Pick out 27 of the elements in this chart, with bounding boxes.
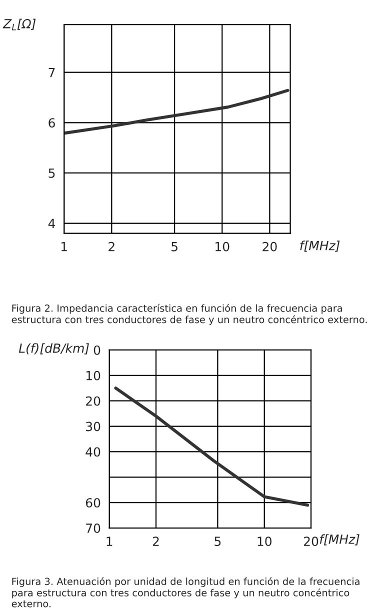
y-tick-label: 4 [48, 218, 56, 228]
y-tick-label: 60 [86, 498, 100, 508]
y-axis-title: L(f)[dB/km] [18, 343, 89, 354]
y-tick-label: 30 [86, 422, 100, 432]
y-tick-label: 0 [94, 345, 100, 355]
y-tick-label: 10 [86, 370, 100, 380]
x-tick-label: 1 [61, 242, 67, 252]
x-tick-label: 2 [152, 536, 159, 546]
y-tick-label: 6 [48, 118, 55, 128]
y-axis-title: Z$_{L}$[Ω] [2, 18, 36, 30]
x-axis-title: f[MHz] [320, 534, 360, 546]
y-tick-label: 7 [48, 68, 55, 78]
x-tick-label: 20 [262, 242, 277, 252]
x-axis-title: f[MHz] [300, 240, 340, 252]
x-tick-label: 10 [216, 242, 230, 252]
x-tick-label: 5 [214, 536, 221, 546]
y-tick-label: 20 [86, 396, 100, 406]
x-tick-label: 1 [106, 536, 112, 546]
x-tick-label: 10 [258, 536, 272, 546]
y-tick-label: 40 [86, 447, 100, 457]
y-tick-label: 70 [86, 524, 100, 533]
x-tick-label: 2 [108, 242, 114, 252]
y-tick-label: 5 [48, 168, 55, 178]
text: Figura 3. Atenuación por unidad de longitud en función de la frecuencia para estructura con tres conductores de fase y un neutro concéntrico externo. [12, 577, 360, 608]
x-tick-label: 5 [172, 242, 178, 252]
text: Figura 2. Impedancia característica en función de la frecuencia para estructura con tres conductores de fase y un neutro concéntrico externo. [12, 304, 367, 326]
x-tick-label: 20 [304, 536, 318, 546]
